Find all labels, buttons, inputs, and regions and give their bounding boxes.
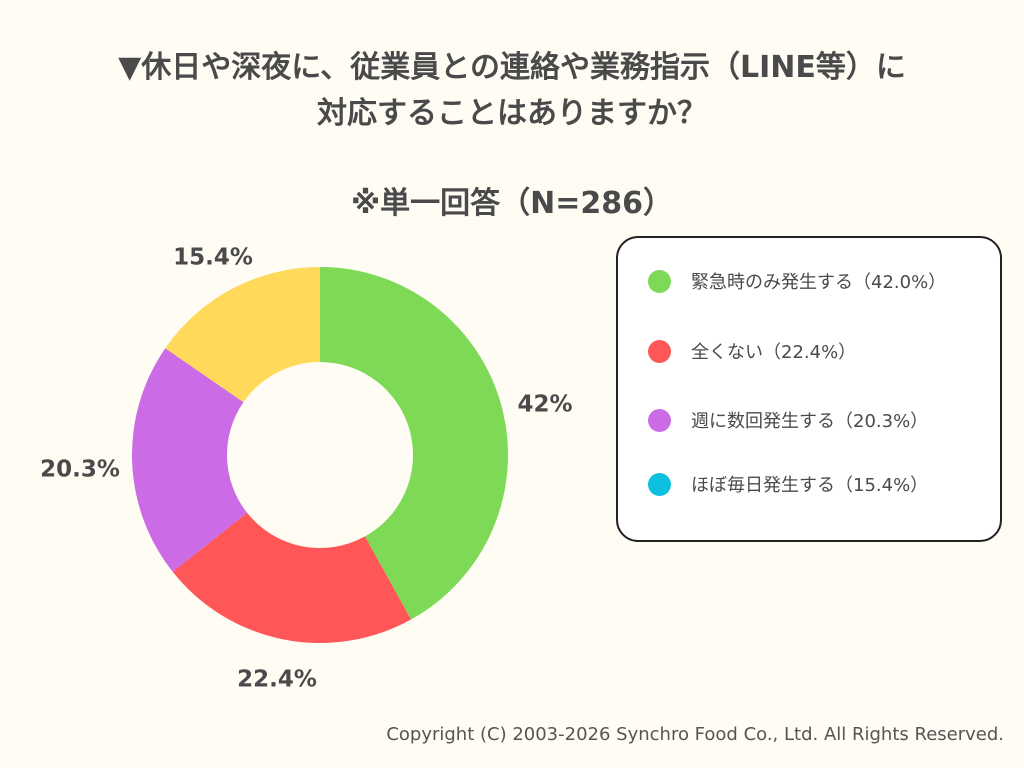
legend-item: ほぼ毎日発生する（15.4%）: [648, 471, 928, 497]
data-label: 42%: [517, 392, 572, 418]
legend-swatch: [648, 339, 671, 363]
data-label: 15.4%: [173, 245, 253, 271]
data-label: 22.4%: [237, 667, 317, 693]
legend-item: 緊急時のみ発生する（42.0%）: [648, 268, 946, 294]
legend-label: 緊急時のみ発生する（42.0%）: [691, 272, 947, 293]
legend-label: 全くない（22.4%）: [691, 342, 857, 363]
data-label: 20.3%: [40, 457, 120, 483]
donut-slice-4: [165, 267, 320, 403]
legend-swatch: [648, 408, 671, 432]
legend-swatch: [648, 472, 671, 496]
chart-title-line-1: ▼休日や深夜に、従業員との連絡や業務指示（LINE等）に: [118, 50, 906, 85]
legend: 緊急時のみ発生する（42.0%） 全くない（22.4%） 週に数回発生する（20…: [616, 236, 1002, 542]
donut-slice-1: [320, 267, 508, 620]
chart-subtitle: ※単一回答（N=286）: [350, 186, 674, 221]
legend-label: 週に数回発生する（20.3%）: [691, 411, 929, 432]
legend-item: 週に数回発生する（20.3%）: [648, 407, 928, 433]
copyright: Copyright (C) 2003-2026 Synchro Food Co.…: [386, 724, 1004, 745]
legend-swatch: [648, 269, 671, 293]
legend-item: 全くない（22.4%）: [648, 338, 856, 364]
donut-slice-2: [172, 512, 412, 643]
legend-label: ほぼ毎日発生する（15.4%）: [691, 475, 929, 496]
chart-title-line-2: 対応することはありますか？: [317, 96, 707, 131]
donut-slice-3: [132, 348, 248, 572]
